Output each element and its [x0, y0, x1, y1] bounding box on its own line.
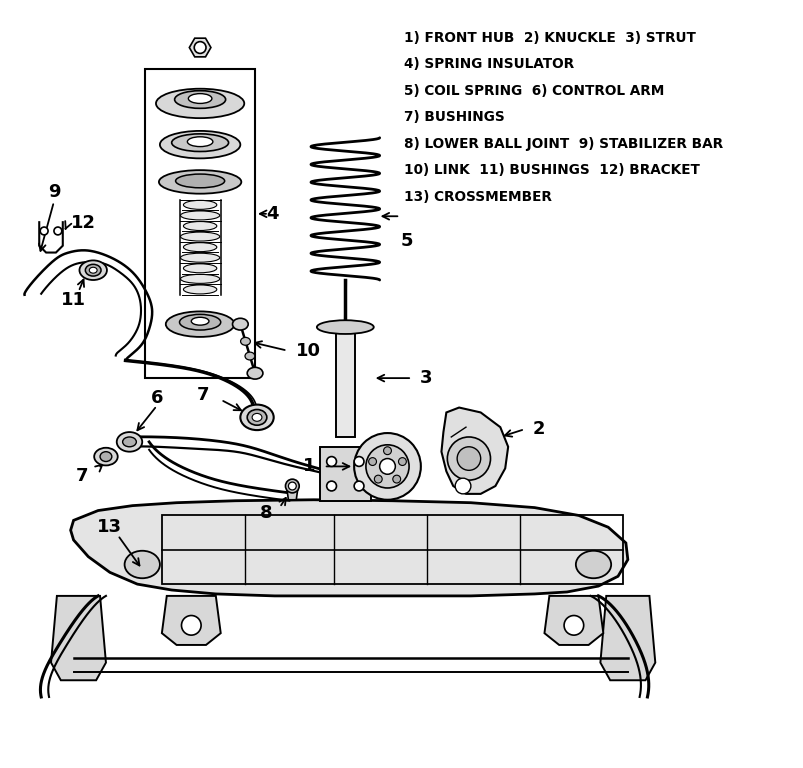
- Ellipse shape: [326, 457, 336, 466]
- Ellipse shape: [79, 260, 107, 280]
- Text: 7: 7: [75, 467, 88, 485]
- Ellipse shape: [446, 437, 490, 480]
- Text: 10) LINK  11) BUSHINGS  12) BRACKET: 10) LINK 11) BUSHINGS 12) BRACKET: [404, 163, 699, 177]
- Ellipse shape: [156, 89, 244, 118]
- Polygon shape: [286, 486, 298, 500]
- Ellipse shape: [326, 481, 336, 491]
- Text: 2: 2: [532, 420, 544, 438]
- Ellipse shape: [40, 227, 48, 235]
- Ellipse shape: [172, 134, 228, 151]
- Ellipse shape: [89, 267, 97, 273]
- Ellipse shape: [165, 311, 234, 337]
- Polygon shape: [161, 596, 221, 645]
- Ellipse shape: [94, 448, 117, 465]
- Text: 10: 10: [296, 342, 321, 359]
- Text: 8) LOWER BALL JOINT  9) STABILIZER BAR: 8) LOWER BALL JOINT 9) STABILIZER BAR: [404, 137, 723, 151]
- Polygon shape: [71, 500, 627, 596]
- Ellipse shape: [247, 367, 263, 379]
- Text: 8: 8: [259, 505, 272, 522]
- Ellipse shape: [183, 243, 217, 252]
- Ellipse shape: [116, 432, 142, 452]
- Text: 4: 4: [266, 205, 279, 223]
- Ellipse shape: [457, 447, 480, 470]
- Ellipse shape: [379, 458, 395, 475]
- Polygon shape: [189, 38, 210, 57]
- Ellipse shape: [85, 264, 101, 276]
- Ellipse shape: [181, 232, 219, 241]
- Ellipse shape: [353, 457, 364, 466]
- Polygon shape: [544, 596, 602, 645]
- Ellipse shape: [393, 475, 400, 483]
- Ellipse shape: [285, 479, 299, 493]
- Ellipse shape: [353, 481, 364, 491]
- Ellipse shape: [247, 409, 267, 425]
- Ellipse shape: [191, 317, 209, 325]
- Ellipse shape: [374, 475, 381, 483]
- Ellipse shape: [187, 137, 213, 147]
- Ellipse shape: [369, 458, 376, 465]
- Ellipse shape: [183, 263, 217, 273]
- Ellipse shape: [181, 211, 219, 220]
- Ellipse shape: [123, 437, 137, 447]
- Text: 7: 7: [196, 386, 209, 404]
- Ellipse shape: [183, 200, 217, 210]
- Text: 5) COIL SPRING  6) CONTROL ARM: 5) COIL SPRING 6) CONTROL ARM: [404, 84, 664, 98]
- Ellipse shape: [240, 337, 250, 346]
- Ellipse shape: [159, 170, 241, 194]
- Ellipse shape: [365, 445, 409, 488]
- Ellipse shape: [160, 131, 240, 158]
- Text: 13) CROSSMEMBER: 13) CROSSMEMBER: [404, 190, 552, 204]
- Text: 1: 1: [303, 458, 316, 475]
- Ellipse shape: [353, 433, 420, 500]
- Text: 1) FRONT HUB  2) KNUCKLE  3) STRUT: 1) FRONT HUB 2) KNUCKLE 3) STRUT: [404, 31, 695, 45]
- Text: 9: 9: [47, 183, 60, 200]
- Text: 11: 11: [61, 290, 86, 309]
- Ellipse shape: [252, 413, 262, 422]
- Ellipse shape: [240, 405, 273, 430]
- Polygon shape: [51, 596, 106, 680]
- Bar: [335, 329, 355, 437]
- Text: 13: 13: [97, 518, 122, 536]
- Ellipse shape: [398, 458, 406, 465]
- Polygon shape: [441, 408, 507, 494]
- Text: 7) BUSHINGS: 7) BUSHINGS: [404, 110, 504, 124]
- Ellipse shape: [181, 274, 219, 283]
- Ellipse shape: [564, 615, 583, 635]
- Ellipse shape: [54, 227, 62, 235]
- Ellipse shape: [124, 551, 160, 578]
- Ellipse shape: [175, 174, 224, 188]
- Text: 6: 6: [150, 389, 163, 407]
- Text: 4) SPRING INSULATOR: 4) SPRING INSULATOR: [404, 57, 573, 71]
- Text: 5: 5: [401, 232, 413, 250]
- Ellipse shape: [188, 94, 212, 104]
- Ellipse shape: [383, 447, 391, 455]
- Ellipse shape: [181, 253, 219, 262]
- Ellipse shape: [454, 478, 471, 494]
- Ellipse shape: [575, 551, 610, 578]
- Ellipse shape: [316, 320, 373, 334]
- Ellipse shape: [183, 285, 217, 294]
- Ellipse shape: [232, 318, 248, 330]
- Ellipse shape: [183, 221, 217, 230]
- Ellipse shape: [100, 452, 112, 462]
- Ellipse shape: [194, 41, 206, 54]
- Ellipse shape: [288, 482, 296, 490]
- Polygon shape: [600, 596, 654, 680]
- Ellipse shape: [179, 314, 221, 330]
- Text: 3: 3: [419, 369, 432, 387]
- Text: 12: 12: [71, 214, 96, 232]
- Ellipse shape: [245, 352, 255, 360]
- Bar: [320, 447, 370, 501]
- Ellipse shape: [174, 91, 226, 108]
- Ellipse shape: [181, 615, 201, 635]
- Bar: [145, 69, 255, 378]
